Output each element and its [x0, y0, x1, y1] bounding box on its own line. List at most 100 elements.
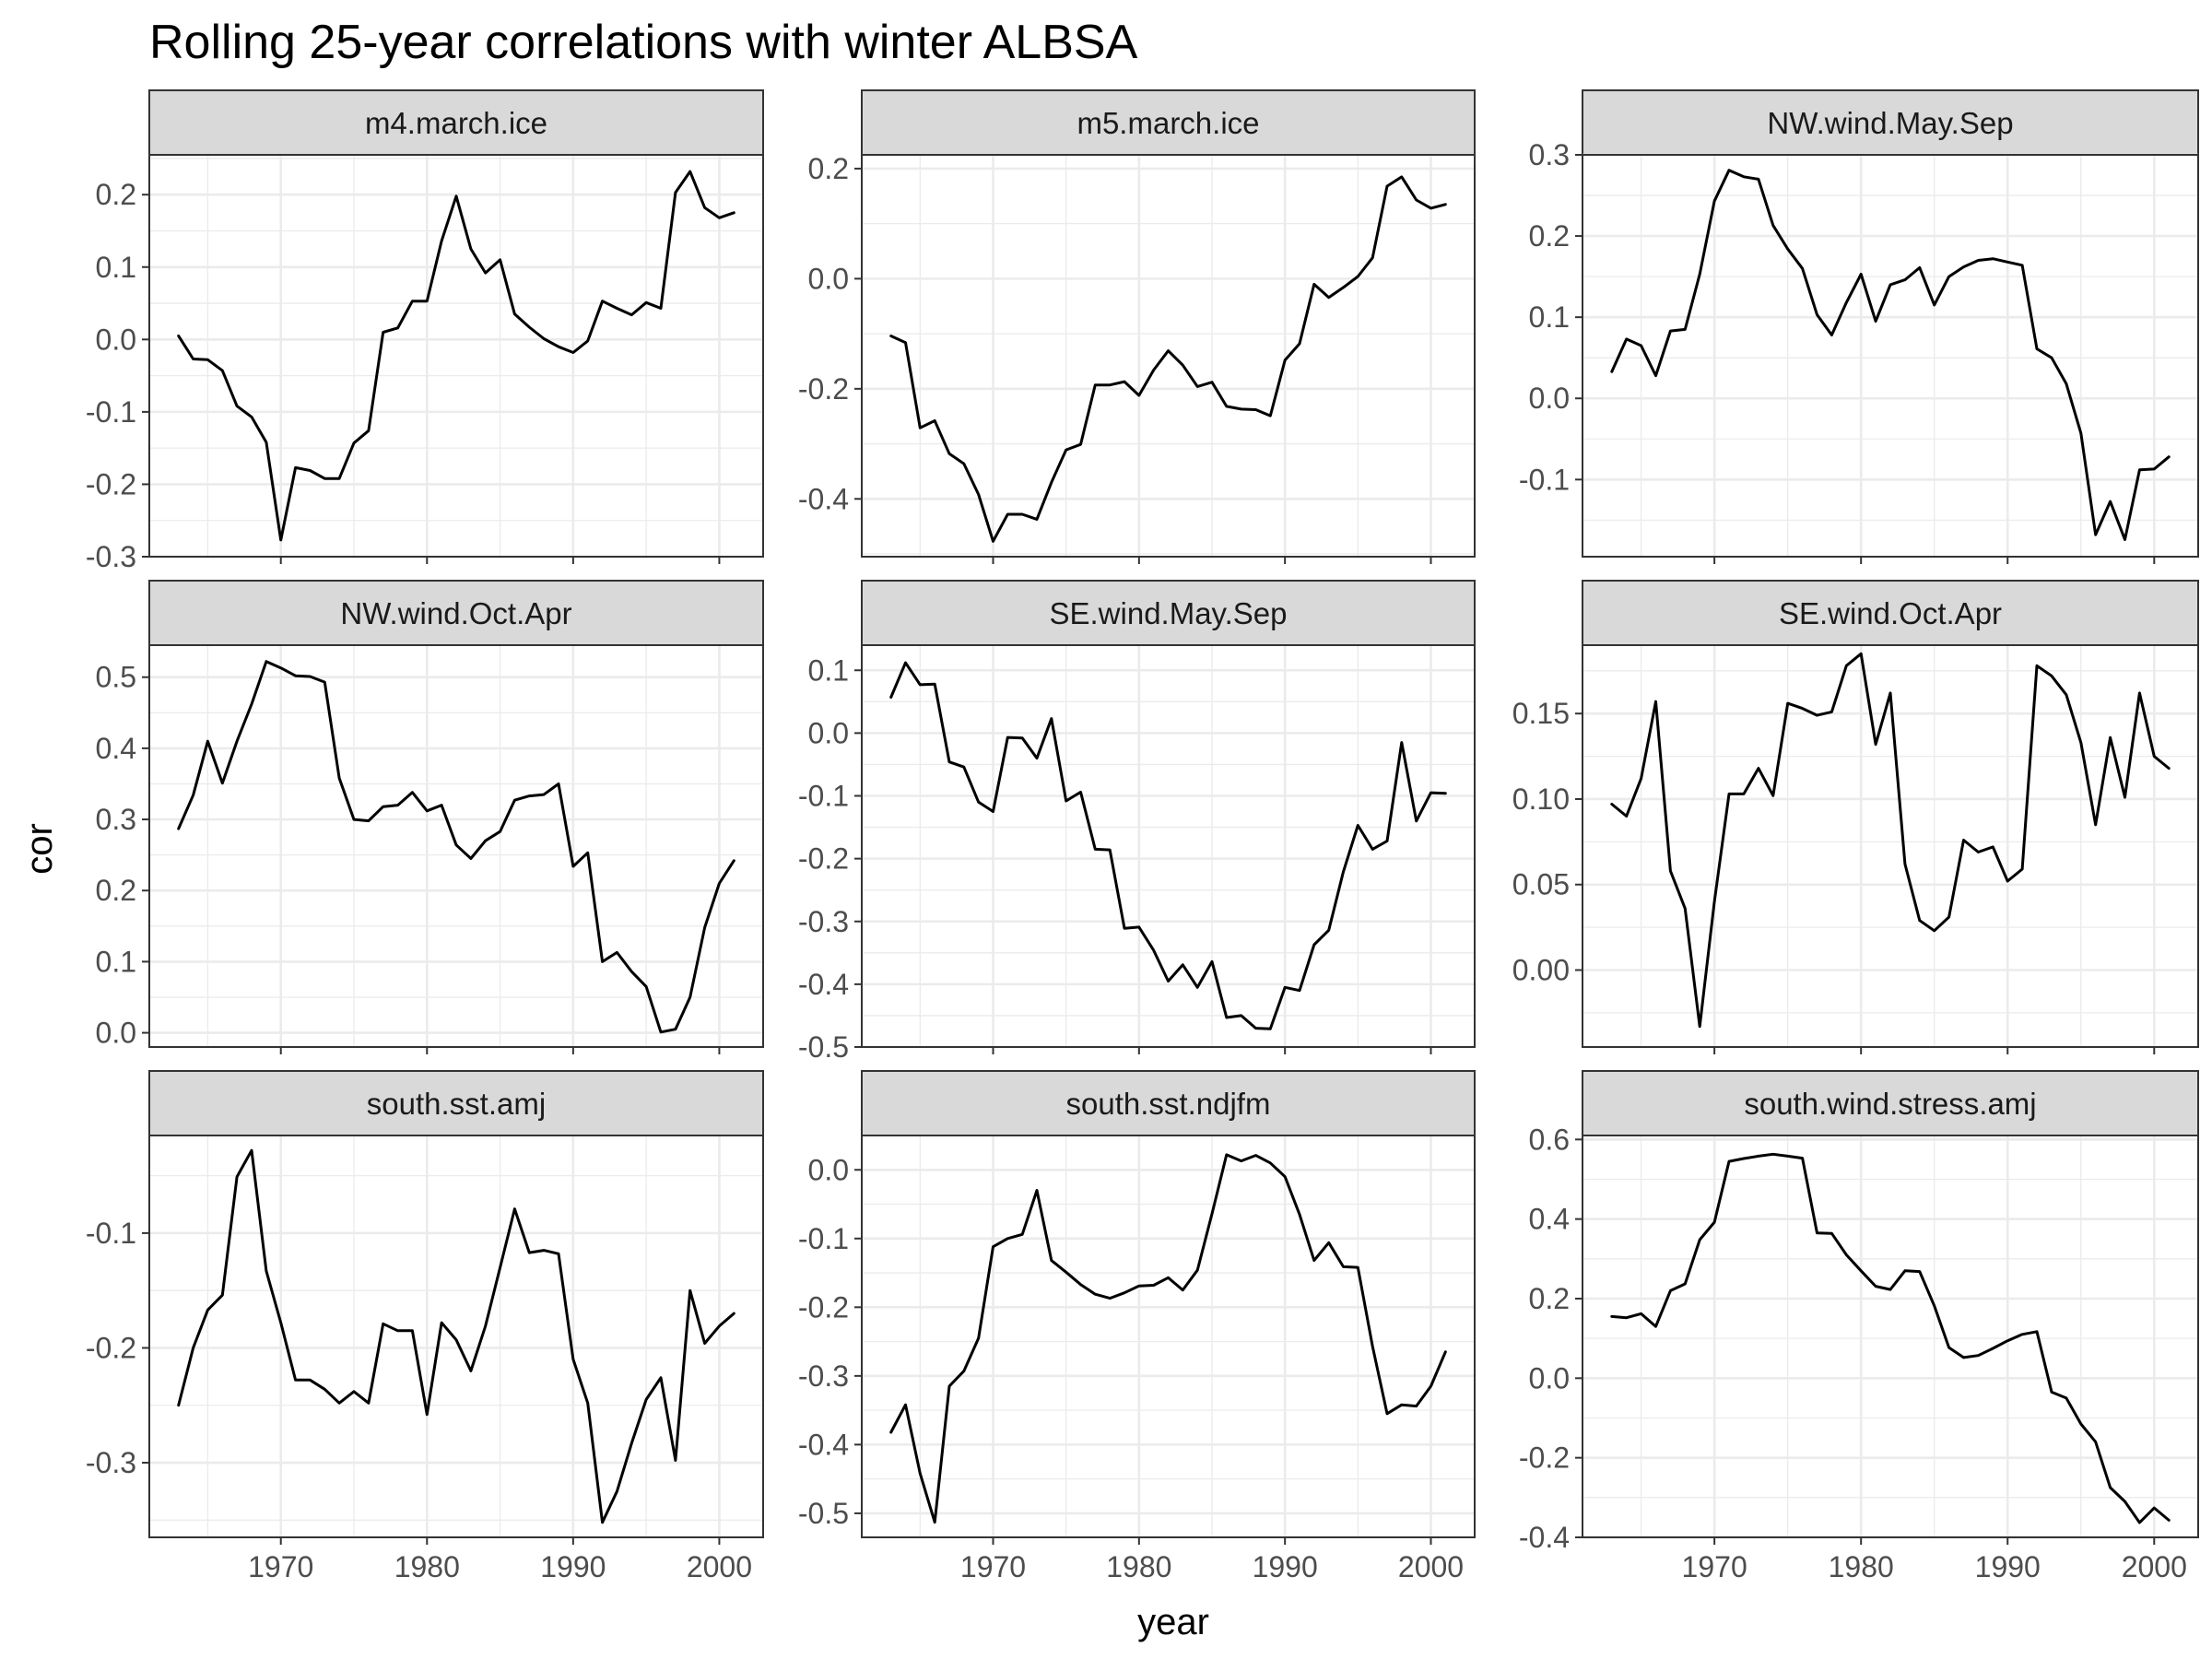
y-tick-label: 0.0 — [808, 1153, 849, 1186]
x-tick-label: 2000 — [2122, 1550, 2187, 1583]
y-tick-label: 0.0 — [1529, 1361, 1570, 1394]
panel-border — [1582, 644, 2199, 1048]
facet-strip-label: south.sst.ndjfm — [1066, 1087, 1271, 1121]
x-tick-label: 2000 — [1398, 1550, 1464, 1583]
facet-panel-m5.march.ice: m5.march.ice -0.4 -0.2 0.0 0.2 — [798, 89, 1476, 564]
panel-border — [861, 1135, 1476, 1538]
x-axis-title: year — [1137, 1602, 1209, 1642]
series-line — [1610, 169, 2171, 541]
y-tick-label: 0.6 — [1529, 1123, 1570, 1156]
y-tick-label: 0.1 — [808, 653, 849, 687]
y-tick-label: 0.0 — [96, 323, 136, 356]
facet-strip — [861, 580, 1476, 646]
y-tick-label: 0.2 — [96, 178, 136, 211]
x-tick-label: 2000 — [687, 1550, 752, 1583]
facet-strip-label: south.sst.amj — [367, 1087, 546, 1121]
facet-panels: m4.march.ice-0.3-0.2-0.10.00.10.2m5.marc… — [86, 89, 2199, 1583]
panel-border — [861, 644, 1476, 1048]
panel-border — [1582, 1135, 2199, 1538]
y-tick-label: 0.1 — [96, 945, 136, 978]
facet-strip-label: m4.march.ice — [365, 106, 547, 140]
y-tick-label: -0.1 — [1519, 463, 1570, 496]
y-tick-label: -0.4 — [798, 1428, 849, 1461]
facet-strip-label: NW.wind.Oct.Apr — [340, 596, 571, 630]
y-tick-label: -0.1 — [86, 395, 136, 429]
y-tick-label: -0.2 — [86, 467, 136, 500]
x-tick-label: 1970 — [960, 1550, 1026, 1583]
y-tick-label: 0.0 — [96, 1017, 136, 1050]
x-tick-label: 1980 — [1829, 1550, 1894, 1583]
facet-strip — [148, 89, 764, 156]
series-line — [1610, 652, 2171, 1029]
y-tick-label: 0.2 — [96, 874, 136, 907]
facet-panel-SE.wind.May.Sep: SE.wind.May.Sep -0.5 -0.4 -0.3 -0.2 -0.1 0.0 0.… — [798, 580, 1476, 1064]
x-tick-label: 1970 — [248, 1550, 313, 1583]
panel-background — [1583, 155, 2198, 557]
y-tick-label: -0.1 — [798, 1222, 849, 1255]
y-tick-label: 0.0 — [808, 262, 849, 295]
y-tick-label: -0.2 — [798, 1290, 849, 1324]
y-tick-label: 0.00 — [1512, 954, 1570, 987]
y-tick-label: -0.4 — [798, 482, 849, 515]
facet-strip-label: south.wind.stress.amj — [1744, 1087, 2036, 1121]
series-line — [889, 661, 1447, 1030]
facet-strip — [1582, 89, 2199, 156]
y-tick-label: 0.3 — [96, 803, 136, 836]
panel-background — [149, 155, 763, 557]
panel-border — [148, 154, 764, 558]
y-tick-label: -0.2 — [798, 842, 849, 876]
y-tick-label: 0.5 — [96, 661, 136, 694]
facet-panel-SE.wind.Oct.Apr: SE.wind.Oct.Apr 0.00 0.05 0.10 0.15 — [1512, 580, 2199, 1054]
panel-background — [1583, 1135, 2198, 1537]
facet-panel-m4.march.ice: m4.march.ice -0.3 -0.2 -0.1 0.0 0.1 0.2 — [86, 89, 764, 573]
panel-border — [861, 154, 1476, 558]
panel-background — [862, 1135, 1475, 1537]
x-tick-label: 1990 — [1253, 1550, 1318, 1583]
y-tick-label: 0.4 — [1529, 1203, 1570, 1236]
y-tick-label: -0.2 — [798, 372, 849, 406]
y-tick-label: 0.15 — [1512, 697, 1570, 730]
panel-border — [148, 644, 764, 1048]
y-tick-label: 0.0 — [808, 716, 849, 749]
y-tick-label: -0.3 — [798, 1359, 849, 1393]
series-line — [177, 170, 735, 542]
facet-strip — [148, 1070, 764, 1136]
x-tick-label: 1980 — [1106, 1550, 1171, 1583]
y-tick-label: 0.2 — [1529, 219, 1570, 253]
panel-background — [862, 155, 1475, 557]
y-tick-label: 0.4 — [96, 732, 136, 765]
y-tick-label: -0.5 — [798, 1030, 849, 1064]
panel-border — [1582, 154, 2199, 558]
facet-strip — [148, 580, 764, 646]
y-tick-label: 0.0 — [1529, 382, 1570, 415]
panel-background — [149, 1135, 763, 1537]
y-tick-label: 0.1 — [1529, 300, 1570, 334]
series-line — [1610, 1152, 2171, 1524]
series-line — [889, 1153, 1447, 1524]
facet-strip-label: SE.wind.May.Sep — [1049, 596, 1287, 630]
y-tick-label: -0.1 — [798, 780, 849, 813]
facet-strip — [1582, 1070, 2199, 1136]
chart-title: Rolling 25-year correlations with winter… — [149, 16, 1138, 69]
facet-strip-label: NW.wind.May.Sep — [1767, 106, 2013, 140]
x-tick-label: 1990 — [1975, 1550, 2041, 1583]
y-tick-label: 0.2 — [808, 152, 849, 185]
facet-strip-label: m5.march.ice — [1077, 106, 1259, 140]
facet-panel-NW.wind.May.Sep: NW.wind.May.Sep -0.1 0.0 0.1 0.2 0.3 — [1519, 89, 2199, 564]
y-tick-label: -0.2 — [1519, 1441, 1570, 1475]
facet-panel-south.sst.amj: south.sst.amj -0.3 -0.2 -0.1 1970 1980 1990 200… — [86, 1070, 764, 1583]
panel-background — [1583, 645, 2198, 1047]
x-tick-label: 1990 — [540, 1550, 606, 1583]
series-line — [177, 660, 735, 1034]
facet-strip — [1582, 580, 2199, 646]
y-tick-label: 0.10 — [1512, 782, 1570, 816]
y-tick-label: 0.1 — [96, 251, 136, 284]
y-tick-label: -0.1 — [86, 1217, 136, 1250]
y-tick-label: 0.05 — [1512, 868, 1570, 901]
facet-panel-south.wind.stress.amj: south.wind.stress.amj -0.4 -0.2 0.0 0.2 0.4 0.… — [1519, 1070, 2199, 1583]
x-tick-label: 1970 — [1682, 1550, 1747, 1583]
y-tick-label: -0.3 — [86, 540, 136, 573]
panel-background — [862, 645, 1475, 1047]
y-axis-title: cor — [19, 823, 60, 875]
